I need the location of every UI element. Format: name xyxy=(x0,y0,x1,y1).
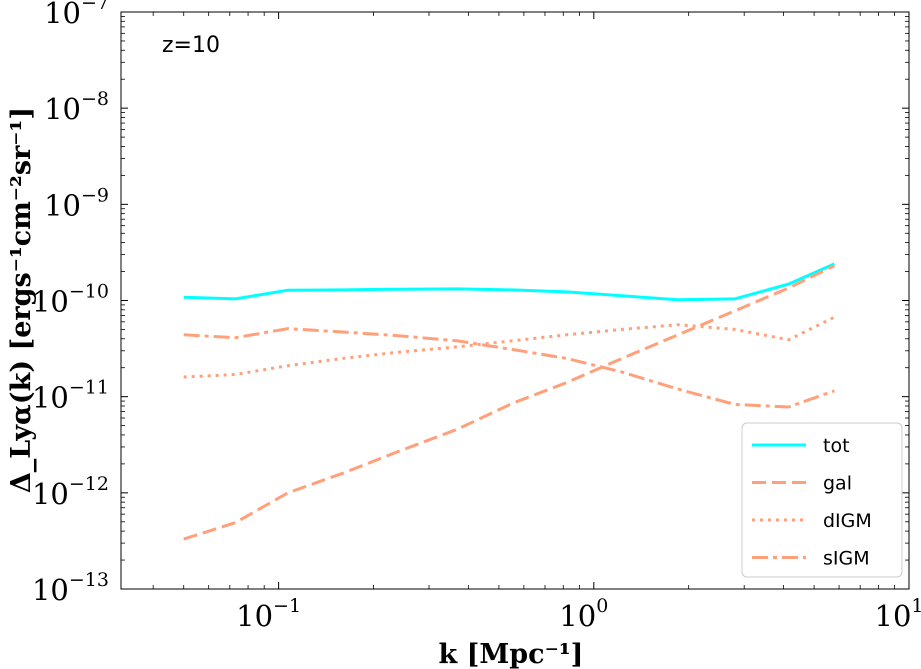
y-tick-label: 10−7 xyxy=(44,0,109,30)
legend-label-gal: gal xyxy=(823,473,852,495)
x-tick-label: 101 xyxy=(875,595,921,633)
y-tick-label: 10−13 xyxy=(32,569,109,607)
series-layer xyxy=(183,262,836,541)
y-tick-label: 10−11 xyxy=(32,377,109,415)
series-line-sigm xyxy=(183,327,835,409)
y-tick-label: 10−8 xyxy=(44,88,109,126)
axis-ticks: 10−13 10−12 10−11 10−10 10−9 10−8 10−7 10−1 100 1… xyxy=(32,0,921,633)
legend-label-tot: tot xyxy=(823,435,850,457)
redshift-annotation: z=10 xyxy=(162,33,220,58)
legend-box xyxy=(741,422,903,578)
series-line-gal xyxy=(183,264,836,541)
x-tick-label: 10−1 xyxy=(236,595,301,633)
x-tick-label: 100 xyxy=(559,595,608,633)
y-axis-label: Δ_Lyα(k) [ergs⁻¹cm⁻²sr⁻¹] xyxy=(6,107,37,493)
series-line-digm xyxy=(183,315,836,379)
x-axis-label: k [Mpc⁻¹] xyxy=(439,639,584,669)
legend-label-digm: dIGM xyxy=(823,510,872,532)
y-tick-label: 10−9 xyxy=(44,184,109,222)
legend: tot gal dIGM sIGM xyxy=(741,422,903,578)
y-tick-label: 10−12 xyxy=(32,473,109,511)
y-tick-label: 10−10 xyxy=(32,281,109,319)
series-line-tot xyxy=(183,262,836,302)
legend-label-sigm: sIGM xyxy=(823,548,870,570)
